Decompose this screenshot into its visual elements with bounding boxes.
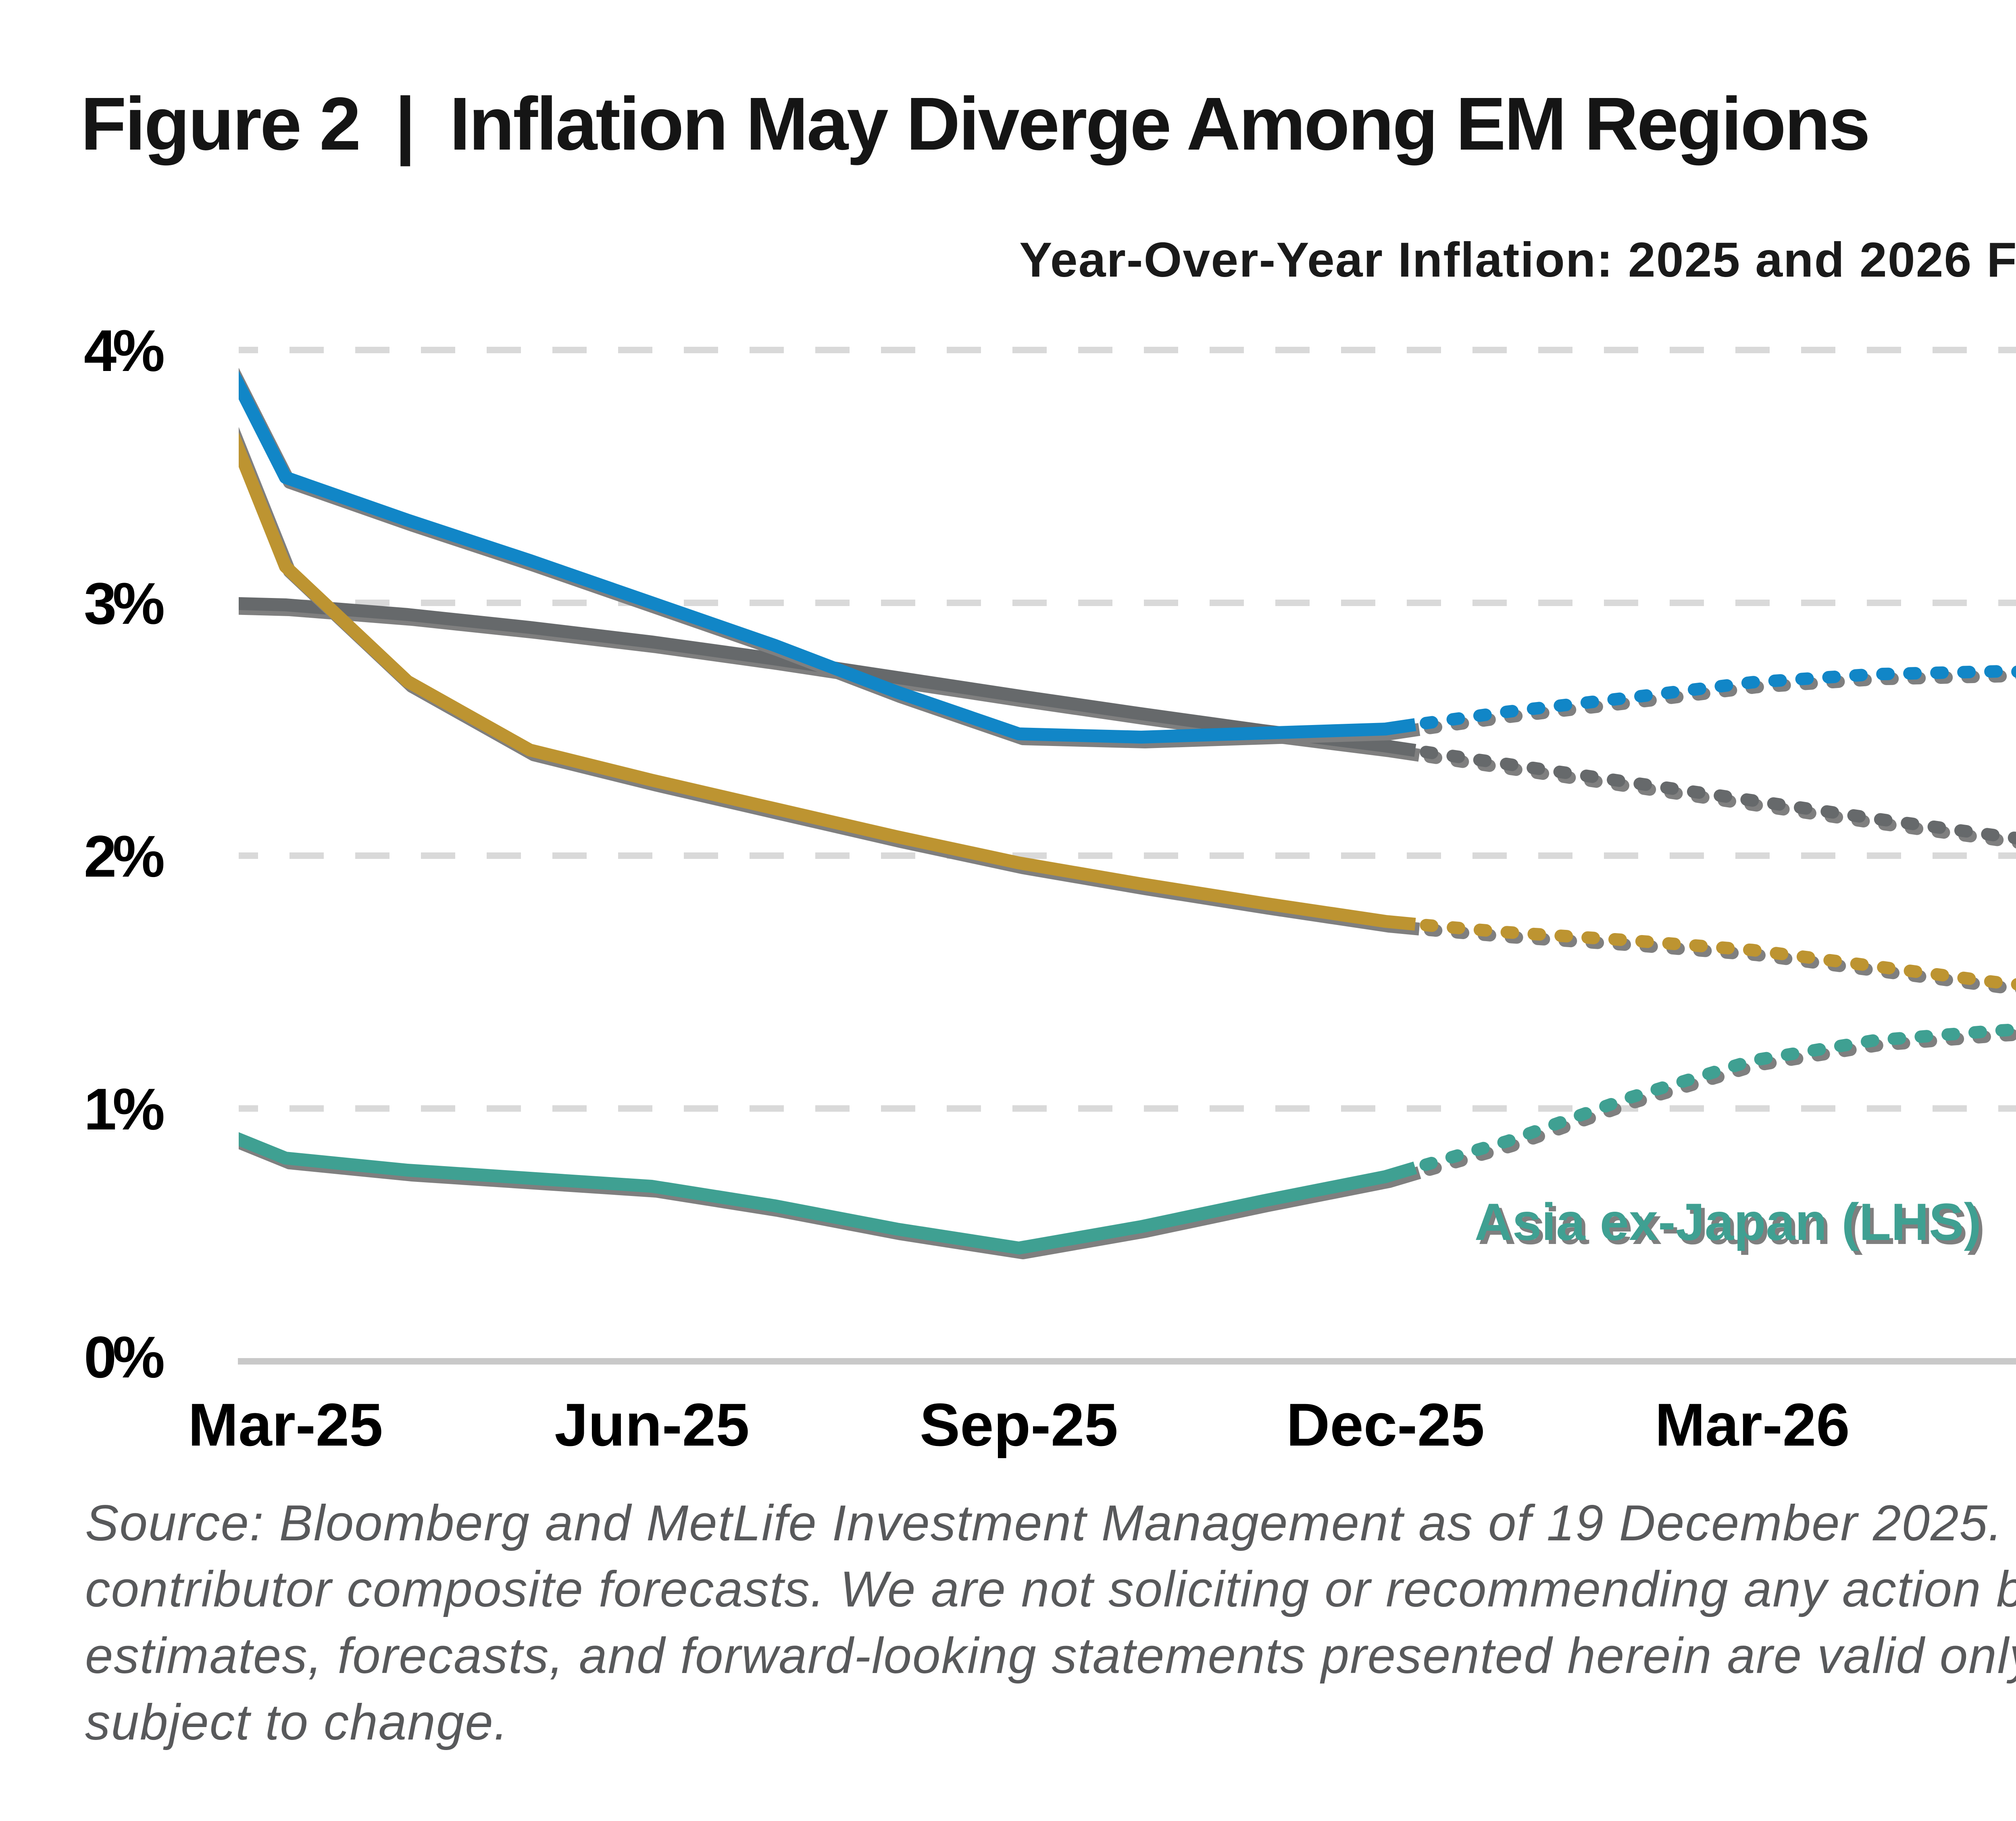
svg-text:Figure 2 | Inflation May Diver: Figure 2 | Inflation May Diverge Among E… xyxy=(81,82,1869,166)
svg-text:3%: 3% xyxy=(84,571,163,636)
svg-text:Asia ex-Japan (LHS): Asia ex-Japan (LHS) xyxy=(1478,1196,1985,1255)
svg-text:Year-Over-Year Inflation: 2025: Year-Over-Year Inflation: 2025 and 2026 … xyxy=(1019,232,2016,287)
svg-text:Asia ex-Japan (LHS): Asia ex-Japan (LHS) xyxy=(1475,1192,1981,1251)
svg-text:Sep-25: Sep-25 xyxy=(920,1391,1118,1458)
svg-text:subject to change.: subject to change. xyxy=(85,1694,509,1750)
svg-text:Source: Bloomberg and MetLife: Source: Bloomberg and MetLife Investment… xyxy=(85,1495,2016,1551)
svg-text:0%: 0% xyxy=(84,1324,163,1390)
svg-text:4%: 4% xyxy=(84,318,163,383)
svg-text:2%: 2% xyxy=(84,823,163,889)
svg-text:Mar-25: Mar-25 xyxy=(188,1391,383,1458)
svg-text:Jun-25: Jun-25 xyxy=(554,1391,749,1458)
svg-text:Dec-25: Dec-25 xyxy=(1286,1391,1485,1458)
svg-text:1%: 1% xyxy=(84,1076,163,1142)
svg-text:contributor composite forecast: contributor composite forecasts. We are … xyxy=(85,1561,2016,1617)
svg-text:estimates, forecasts, and forw: estimates, forecasts, and forward-lookin… xyxy=(85,1628,2016,1684)
svg-text:Mar-26: Mar-26 xyxy=(1655,1391,1850,1458)
